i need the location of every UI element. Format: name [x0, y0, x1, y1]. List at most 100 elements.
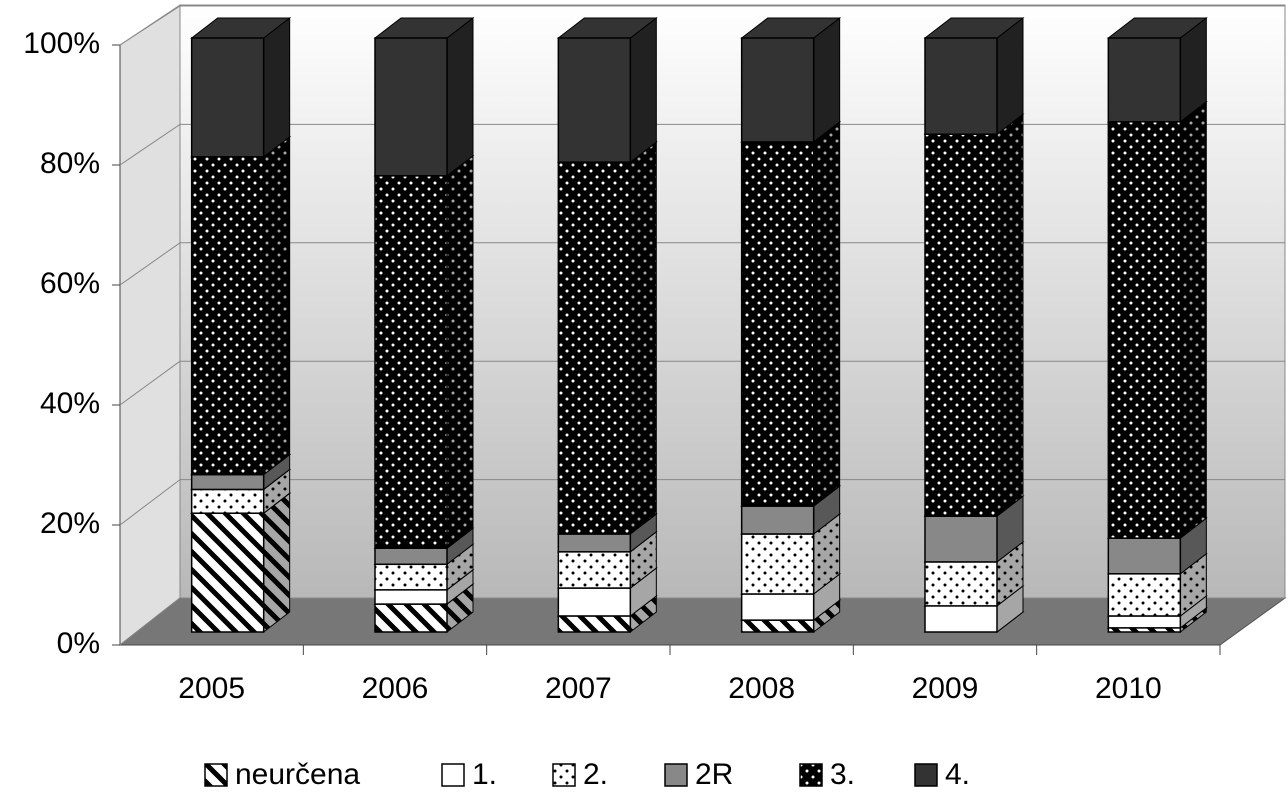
- legend-label: 3.: [830, 758, 855, 791]
- x-tick-label: 2005: [178, 672, 245, 705]
- bar-side-shade: [263, 454, 290, 490]
- bar-side-shade: [1180, 595, 1207, 628]
- grid-line-side: [119, 479, 181, 526]
- bar-side-shade: [1180, 18, 1207, 122]
- bar-side-shade: [997, 585, 1023, 632]
- x-tick-label: 2010: [1095, 672, 1162, 705]
- bar-side-shade: [813, 573, 840, 621]
- bar-side-shade: [813, 486, 840, 534]
- grid: [119, 5, 1285, 646]
- bar-side-shade: [263, 136, 290, 475]
- bar-side-shade: [813, 513, 840, 594]
- bar-segment: [190, 492, 292, 634]
- bar: [190, 156, 265, 476]
- bar-side-shade: [1180, 607, 1207, 632]
- bar: [740, 141, 815, 507]
- bar-segment: [740, 16, 842, 143]
- y-tick-label: 80%: [40, 147, 100, 180]
- bar-side-shade: [1180, 518, 1207, 574]
- bar-segment: [923, 16, 1025, 136]
- y-tick-label: 40%: [40, 387, 100, 420]
- bar: [374, 175, 448, 549]
- legend-swatch: [664, 763, 688, 787]
- bar: [190, 473, 265, 491]
- bar-segment: [190, 135, 292, 476]
- bar: [1107, 573, 1182, 617]
- bar-side-shade: [997, 114, 1023, 517]
- bar-side-shade: [447, 544, 473, 590]
- x-tick-label: 2006: [362, 672, 429, 705]
- bar-side-shade: [813, 600, 840, 632]
- y-tick-label: 20%: [40, 507, 100, 540]
- bar-segment: [556, 16, 658, 164]
- y-tick-label: 0%: [57, 627, 100, 660]
- bar-side-shade: [447, 584, 473, 632]
- x-tick-label: 2007: [545, 672, 612, 705]
- legend-swatch: [799, 763, 823, 787]
- legend-swatch: [441, 763, 465, 787]
- bar: [557, 533, 632, 553]
- legend: neurčena 1. 2. 2R 3. 4.: [204, 758, 970, 791]
- grid-line-side: [119, 597, 181, 646]
- bar-side-shade: [447, 569, 473, 605]
- bar-side-shade: [630, 513, 657, 552]
- bar-segment: [556, 141, 658, 536]
- bars: [190, 16, 1208, 634]
- bar: [924, 515, 998, 563]
- bar: [740, 505, 815, 535]
- legend-swatch: [914, 763, 938, 787]
- bar-side-shade: [263, 18, 290, 157]
- bar-side-shade: [997, 541, 1023, 606]
- bar-side-shade: [630, 531, 657, 589]
- bar-segment: [373, 16, 475, 177]
- bar: [374, 603, 448, 633]
- bar-segment: [923, 113, 1025, 518]
- side-wall: [119, 4, 181, 647]
- bar: [557, 551, 632, 589]
- bar: [740, 619, 815, 633]
- legend-label: neurčena: [235, 758, 360, 791]
- bar-side-shade: [997, 18, 1023, 135]
- bar-side-shade: [630, 595, 657, 632]
- bar-side-shade: [447, 18, 473, 176]
- bar: [740, 593, 815, 621]
- bar: [190, 512, 265, 633]
- bar-segment: [923, 540, 1025, 607]
- bar-side-shade: [263, 493, 290, 632]
- bar-side-shade: [630, 568, 657, 616]
- bar: [1107, 615, 1182, 629]
- grid-line-side: [119, 123, 181, 166]
- legend-swatch: [204, 763, 228, 787]
- bar-side-shade: [447, 155, 473, 549]
- legend-label: 2.: [583, 758, 608, 791]
- bar-segment: [1106, 100, 1208, 540]
- y-tick-label: 60%: [40, 267, 100, 300]
- bar-side-shade: [1180, 101, 1207, 539]
- bar: [924, 561, 998, 607]
- legend-label: 1.: [472, 758, 497, 791]
- bar-side-shade: [813, 121, 840, 507]
- bar-side-shade: [630, 142, 657, 534]
- bar-side-shade: [997, 496, 1023, 562]
- bar: [1107, 37, 1182, 123]
- grid-line-side: [119, 242, 181, 286]
- bar: [924, 37, 998, 135]
- bar: [1107, 537, 1182, 575]
- legend-label: 2R: [695, 758, 733, 791]
- bar-segment: [740, 120, 842, 508]
- bar: [190, 488, 265, 514]
- x-tick-label: 2008: [728, 672, 795, 705]
- bar-side-shade: [263, 469, 290, 514]
- y-tick-label: 100%: [23, 27, 100, 60]
- bar-side-shade: [813, 18, 840, 142]
- bar-side-shade: [447, 528, 473, 565]
- bar: [740, 533, 815, 595]
- bar: [924, 605, 998, 633]
- bar: [924, 133, 998, 517]
- legend-swatch: [552, 763, 576, 787]
- bar: [374, 547, 448, 566]
- bar-side-shade: [630, 18, 657, 163]
- bar: [190, 37, 265, 158]
